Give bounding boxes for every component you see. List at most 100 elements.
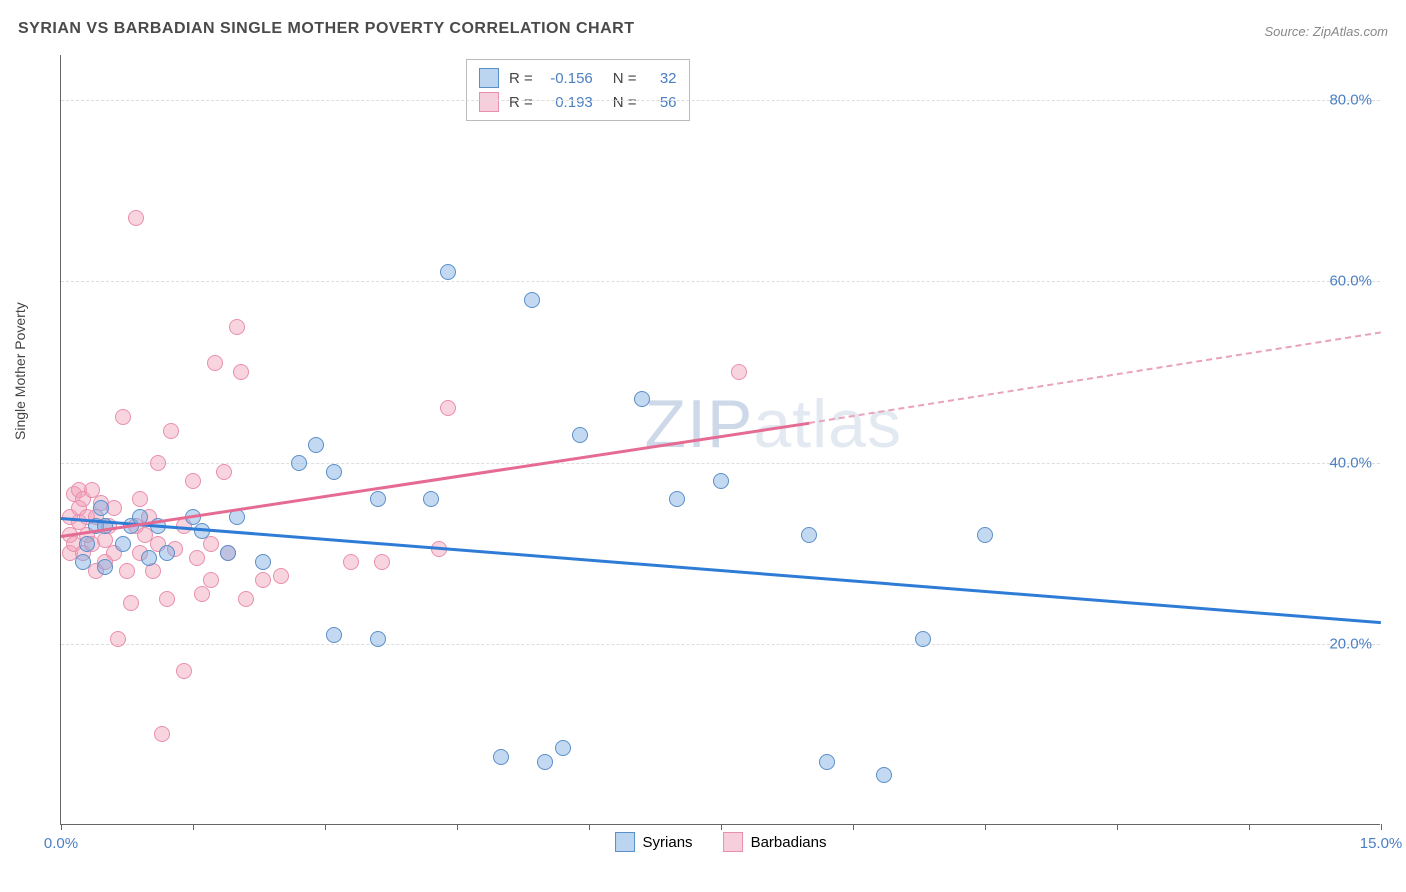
data-point xyxy=(154,726,170,742)
legend-item-syrians: Syrians xyxy=(615,832,693,852)
data-point xyxy=(876,767,892,783)
chart-title: SYRIAN VS BARBADIAN SINGLE MOTHER POVERT… xyxy=(18,20,635,38)
y-axis-label: Single Mother Poverty xyxy=(12,302,28,440)
xtick xyxy=(325,824,326,830)
data-point xyxy=(440,264,456,280)
data-point xyxy=(115,536,131,552)
watermark-zip: ZIP xyxy=(645,386,754,462)
r-value: 0.193 xyxy=(543,94,593,111)
xtick xyxy=(457,824,458,830)
gridline xyxy=(61,281,1380,282)
data-point xyxy=(423,491,439,507)
data-point xyxy=(555,740,571,756)
data-point xyxy=(370,491,386,507)
stats-legend: R = -0.156 N = 32 R = 0.193 N = 56 xyxy=(466,59,690,121)
data-point xyxy=(115,409,131,425)
data-point xyxy=(238,591,254,607)
trend-line xyxy=(61,517,1381,624)
xtick xyxy=(721,824,722,830)
ytick-label: 20.0% xyxy=(1329,635,1372,652)
data-point xyxy=(524,292,540,308)
data-point xyxy=(233,364,249,380)
xtick xyxy=(1381,824,1382,830)
gridline xyxy=(61,463,1380,464)
swatch-pink-icon xyxy=(479,92,499,112)
data-point xyxy=(75,554,91,570)
data-point xyxy=(79,536,95,552)
data-point xyxy=(493,749,509,765)
data-point xyxy=(123,595,139,611)
ytick-label: 40.0% xyxy=(1329,454,1372,471)
trend-line xyxy=(61,422,809,538)
data-point xyxy=(93,500,109,516)
data-point xyxy=(326,627,342,643)
trend-line xyxy=(809,331,1381,424)
data-point xyxy=(440,400,456,416)
data-point xyxy=(326,464,342,480)
data-point xyxy=(220,545,236,561)
data-point xyxy=(572,427,588,443)
chart-container: SYRIAN VS BARBADIAN SINGLE MOTHER POVERT… xyxy=(0,0,1406,892)
data-point xyxy=(731,364,747,380)
xtick-label: 0.0% xyxy=(44,835,78,852)
gridline xyxy=(61,100,1380,101)
data-point xyxy=(977,527,993,543)
swatch-pink-icon xyxy=(723,832,743,852)
data-point xyxy=(194,586,210,602)
data-point xyxy=(915,631,931,647)
xtick xyxy=(61,824,62,830)
data-point xyxy=(150,455,166,471)
xtick xyxy=(853,824,854,830)
data-point xyxy=(203,536,219,552)
xtick xyxy=(193,824,194,830)
xtick-label: 15.0% xyxy=(1360,835,1403,852)
xtick xyxy=(985,824,986,830)
r-value: -0.156 xyxy=(543,70,593,87)
legend-label: Syrians xyxy=(643,834,693,851)
data-point xyxy=(370,631,386,647)
data-point xyxy=(343,554,359,570)
data-point xyxy=(669,491,685,507)
data-point xyxy=(141,550,157,566)
n-value: 32 xyxy=(647,70,677,87)
data-point xyxy=(216,464,232,480)
stats-legend-row-syrians: R = -0.156 N = 32 xyxy=(479,66,677,90)
data-point xyxy=(163,423,179,439)
gridline xyxy=(61,644,1380,645)
legend-item-barbadians: Barbadians xyxy=(723,832,827,852)
swatch-blue-icon xyxy=(479,68,499,88)
xtick xyxy=(1249,824,1250,830)
watermark-atlas: atlas xyxy=(753,386,902,462)
data-point xyxy=(128,210,144,226)
xtick xyxy=(589,824,590,830)
n-label: N = xyxy=(613,94,637,111)
r-label: R = xyxy=(509,94,533,111)
data-point xyxy=(819,754,835,770)
source-label: Source: ZipAtlas.com xyxy=(1264,24,1388,39)
data-point xyxy=(185,473,201,489)
data-point xyxy=(132,491,148,507)
swatch-blue-icon xyxy=(615,832,635,852)
data-point xyxy=(291,455,307,471)
data-point xyxy=(308,437,324,453)
data-point xyxy=(159,545,175,561)
data-point xyxy=(119,563,135,579)
n-label: N = xyxy=(613,70,637,87)
data-point xyxy=(176,663,192,679)
data-point xyxy=(229,319,245,335)
data-point xyxy=(97,559,113,575)
data-point xyxy=(801,527,817,543)
legend-label: Barbadians xyxy=(751,834,827,851)
series-legend: Syrians Barbadians xyxy=(615,832,827,852)
watermark: ZIPatlas xyxy=(645,385,902,463)
plot-area: ZIPatlas R = -0.156 N = 32 R = 0.193 N =… xyxy=(60,55,1380,825)
data-point xyxy=(713,473,729,489)
n-value: 56 xyxy=(647,94,677,111)
ytick-label: 80.0% xyxy=(1329,92,1372,109)
data-point xyxy=(374,554,390,570)
data-point xyxy=(189,550,205,566)
r-label: R = xyxy=(509,70,533,87)
xtick xyxy=(1117,824,1118,830)
data-point xyxy=(255,554,271,570)
data-point xyxy=(634,391,650,407)
